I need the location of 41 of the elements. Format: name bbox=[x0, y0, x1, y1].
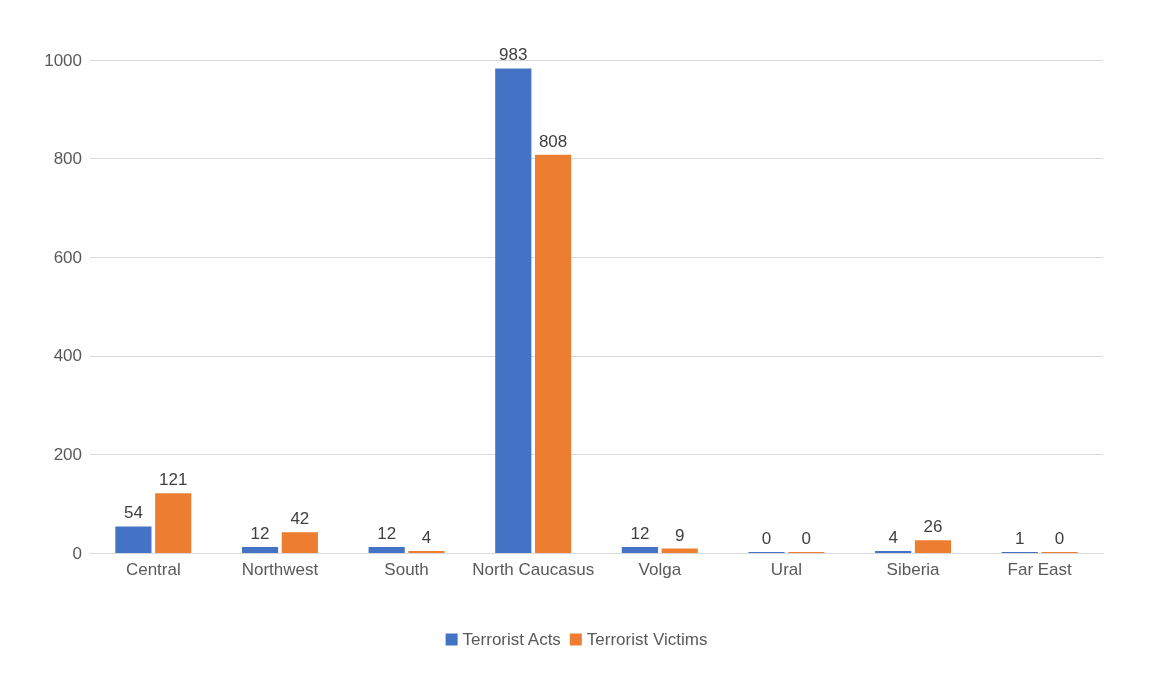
data-label: 26 bbox=[923, 517, 943, 537]
data-label: 12 bbox=[250, 524, 270, 544]
data-label: 0 bbox=[801, 529, 812, 548]
data-label: 9 bbox=[674, 525, 685, 545]
x-tick-label: Siberia bbox=[886, 560, 941, 579]
y-tick-label: 600 bbox=[53, 247, 82, 267]
bar bbox=[155, 493, 192, 553]
y-tick-label: 800 bbox=[53, 149, 82, 169]
x-tick-label: Ural bbox=[770, 560, 803, 579]
data-label: 1 bbox=[1015, 529, 1025, 548]
data-label: 983 bbox=[499, 45, 528, 65]
bar bbox=[368, 547, 405, 553]
data-label: 808 bbox=[538, 131, 568, 151]
bar bbox=[241, 547, 279, 553]
y-tick-label: 1000 bbox=[44, 50, 82, 70]
data-label: 0 bbox=[761, 529, 772, 548]
legend-label: Terrorist Victims bbox=[586, 630, 708, 649]
y-tick-label: 400 bbox=[53, 346, 82, 366]
x-tick-label: North Caucasus bbox=[472, 560, 595, 579]
data-label: 4 bbox=[421, 528, 432, 548]
bar bbox=[621, 547, 658, 553]
data-label: 12 bbox=[630, 524, 650, 544]
x-tick-label: South bbox=[384, 560, 429, 579]
bar bbox=[535, 154, 572, 553]
bar bbox=[115, 526, 152, 553]
bar bbox=[914, 540, 952, 553]
data-label: 4 bbox=[888, 528, 898, 548]
y-tick-label: 200 bbox=[53, 444, 82, 464]
data-label: 0 bbox=[1054, 529, 1065, 548]
x-tick-label: Volga bbox=[638, 560, 682, 579]
y-tick-label: 0 bbox=[72, 543, 82, 563]
x-tick-label: Far East bbox=[1007, 560, 1073, 579]
bar bbox=[495, 68, 532, 553]
legend-label: Terrorist Acts bbox=[462, 630, 561, 649]
data-label: 121 bbox=[159, 470, 188, 490]
bar bbox=[281, 532, 318, 553]
x-tick-label: Central bbox=[125, 560, 181, 579]
data-label: 12 bbox=[377, 524, 397, 544]
data-label: 42 bbox=[290, 509, 310, 529]
x-tick-label: Northwest bbox=[241, 560, 319, 579]
data-label: 54 bbox=[123, 503, 143, 523]
